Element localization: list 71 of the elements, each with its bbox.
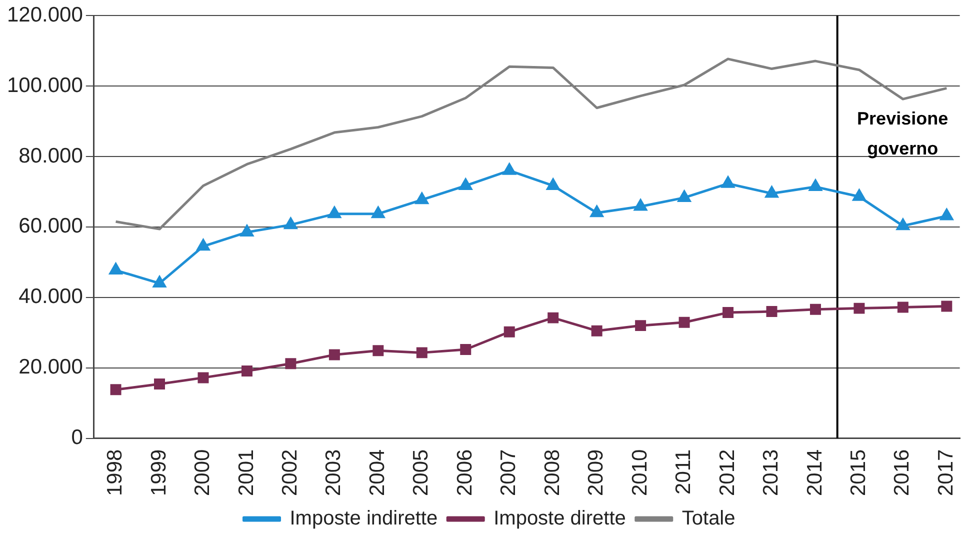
ref-line-label: Previsione governo <box>857 108 948 159</box>
point <box>328 206 341 218</box>
point <box>240 224 254 236</box>
x-tick-label: 2003 <box>322 449 346 496</box>
x-tick-label: 2010 <box>628 449 652 496</box>
x-tick-label: 2016 <box>890 449 914 496</box>
x-tick-label: 2012 <box>716 449 739 496</box>
point <box>109 263 122 275</box>
x-tick-label: 1999 <box>147 449 170 496</box>
x-tick-label: 2007 <box>497 449 520 496</box>
x-tick-label: 1998 <box>104 449 127 496</box>
point <box>634 199 647 211</box>
point <box>852 189 866 201</box>
point <box>153 276 166 288</box>
y-tick-label: 60.000 <box>18 214 83 238</box>
point <box>896 218 910 230</box>
x-tick-label: 2001 <box>234 449 258 496</box>
x-tick-label: 2017 <box>934 449 958 496</box>
point <box>372 345 384 356</box>
point <box>504 326 515 338</box>
x-tick-label: 2013 <box>760 449 783 496</box>
point <box>416 347 428 358</box>
point <box>722 307 734 318</box>
point <box>591 325 602 336</box>
point <box>940 208 954 220</box>
legend-label: Imposte dirette <box>494 508 626 530</box>
point <box>722 176 734 188</box>
y-tick-label: 20.000 <box>18 356 83 379</box>
legend-label: Totale <box>682 508 736 530</box>
point <box>548 312 559 324</box>
x-tick-label: 2002 <box>278 449 302 496</box>
y-tick-label: 120.000 <box>6 3 83 26</box>
x-tick-label: 2014 <box>803 448 826 496</box>
point <box>502 163 516 175</box>
legend-label: Imposte indirette <box>290 508 438 530</box>
point <box>415 192 428 204</box>
point <box>546 178 560 190</box>
x-tick-label: 2008 <box>540 449 564 496</box>
y-tick-label: 40.000 <box>18 285 83 308</box>
point <box>154 378 165 390</box>
point <box>196 239 210 251</box>
x-tick-label: 2005 <box>410 449 433 496</box>
point <box>372 206 385 218</box>
point <box>766 306 778 317</box>
x-tick-label: 2000 <box>191 449 214 496</box>
x-tick-label: 2015 <box>847 449 870 496</box>
y-tick-label: 100.000 <box>6 74 83 97</box>
point <box>328 349 340 360</box>
point <box>941 300 952 312</box>
point <box>854 302 865 314</box>
point <box>810 304 821 315</box>
point <box>809 180 822 192</box>
x-tick-label: 2009 <box>584 449 608 496</box>
point <box>241 366 252 376</box>
point <box>459 178 472 190</box>
y-tick-label: 0 <box>71 426 83 450</box>
point <box>635 320 646 332</box>
point <box>590 206 604 218</box>
point <box>460 344 472 356</box>
point <box>110 384 122 396</box>
x-tick-label: 2004 <box>366 448 389 496</box>
point <box>198 372 209 384</box>
point <box>765 186 778 198</box>
x-tick-label: 2011 <box>672 449 696 494</box>
point <box>678 316 690 328</box>
point <box>678 190 691 202</box>
point <box>285 358 296 370</box>
point <box>897 302 908 313</box>
x-tick-label: 2006 <box>453 449 476 496</box>
y-tick-label: 80.000 <box>18 144 83 168</box>
point <box>284 218 298 230</box>
